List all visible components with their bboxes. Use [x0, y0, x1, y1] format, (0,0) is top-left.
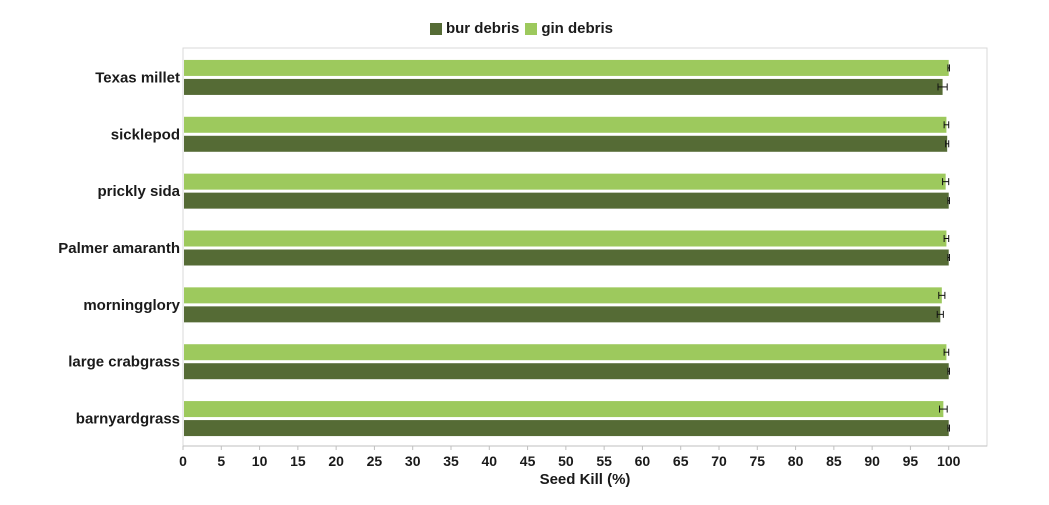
category-label-large-crabgrass: large crabgrass: [68, 354, 180, 371]
legend-item-bur-debris: bur debris: [429, 20, 520, 37]
plot-frame: [182, 47, 988, 447]
x-tick-label-60: 60: [635, 453, 651, 469]
bar-bur-debris-sicklepod: [184, 135, 948, 152]
bar-bur-debris-barnyardgrass: [184, 420, 949, 437]
category-label-sicklepod: sicklepod: [111, 126, 180, 143]
x-tick-label-40: 40: [481, 453, 497, 469]
legend-label-bur-debris: bur debris: [445, 20, 520, 37]
x-tick-label-95: 95: [903, 453, 919, 469]
x-tick-label-30: 30: [405, 453, 421, 469]
x-tick-label-10: 10: [252, 453, 268, 469]
bar-bur-debris-texas-millet: [184, 78, 943, 95]
legend-label-gin-debris: gin debris: [541, 20, 614, 37]
x-tick-label-80: 80: [788, 453, 804, 469]
x-tick-label-35: 35: [443, 453, 459, 469]
bar-gin-debris-morningglory: [184, 287, 942, 304]
bar-gin-debris-sicklepod: [184, 116, 947, 133]
x-tick-label-85: 85: [826, 453, 842, 469]
x-tick-label-90: 90: [864, 453, 880, 469]
category-label-barnyardgrass: barnyardgrass: [76, 411, 180, 428]
bar-gin-debris-barnyardgrass: [184, 401, 944, 418]
bar-bur-debris-palmer-amaranth: [184, 249, 949, 266]
bar-bur-debris-prickly-sida: [184, 192, 949, 209]
bar-gin-debris-large-crabgrass: [184, 344, 947, 361]
x-axis-label: Seed Kill (%): [540, 471, 631, 488]
legend-item-gin-debris: gin debris: [525, 20, 613, 37]
legend-swatch-gin-debris: [525, 22, 538, 35]
x-tick-label-25: 25: [367, 453, 383, 469]
legend-swatch-bur-debris: [429, 22, 442, 35]
category-label-prickly-sida: prickly sida: [97, 183, 180, 200]
bar-bur-debris-large-crabgrass: [184, 363, 949, 380]
legend: bur debris gin debris: [0, 20, 1049, 37]
bar-bur-debris-morningglory: [184, 306, 941, 323]
category-label-texas-millet: Texas millet: [95, 69, 180, 86]
bar-gin-debris-prickly-sida: [184, 173, 946, 190]
x-tick-label-45: 45: [520, 453, 536, 469]
x-tick-label-100: 100: [937, 453, 961, 469]
x-tick-label-75: 75: [749, 453, 765, 469]
x-tick-label-50: 50: [558, 453, 574, 469]
x-tick-label-20: 20: [328, 453, 344, 469]
bar-gin-debris-texas-millet: [184, 59, 949, 76]
x-tick-label-70: 70: [711, 453, 727, 469]
x-tick-label-5: 5: [217, 453, 225, 469]
x-tick-label-15: 15: [290, 453, 306, 469]
category-label-morningglory: morningglory: [83, 297, 180, 314]
bar-gin-debris-palmer-amaranth: [184, 230, 947, 247]
x-tick-label-55: 55: [596, 453, 612, 469]
x-tick-label-0: 0: [179, 453, 187, 469]
x-tick-label-65: 65: [673, 453, 689, 469]
category-label-palmer-amaranth: Palmer amaranth: [58, 240, 180, 257]
